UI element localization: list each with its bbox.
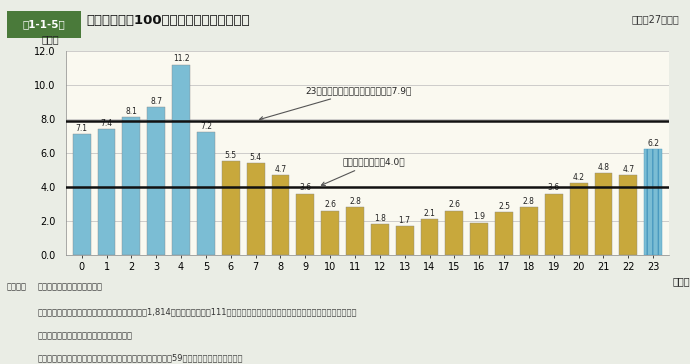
Bar [346, 207, 364, 255]
Bar [620, 175, 638, 255]
Text: 2.1: 2.1 [424, 209, 435, 218]
Text: 1.8: 1.8 [374, 214, 386, 223]
Bar [247, 163, 264, 255]
Text: 5.4: 5.4 [250, 153, 262, 162]
Bar [122, 117, 140, 255]
Bar [221, 161, 239, 255]
Text: 7.4: 7.4 [101, 119, 112, 128]
Text: 3.6: 3.6 [299, 183, 311, 192]
Text: 2.8: 2.8 [349, 197, 361, 206]
Text: 5.5: 5.5 [225, 151, 237, 160]
Text: １　「火災報告」により作成: １ 「火災報告」により作成 [38, 282, 103, 291]
Text: 4.7: 4.7 [622, 165, 634, 174]
Bar [471, 222, 489, 255]
Bar [495, 212, 513, 255]
Text: 6.2: 6.2 [647, 139, 659, 148]
Text: ２　各時間帯の数値は、出火時刻が不明の火災（1,814件）による死者（111人）を除く集計結果。「全時間帯の平均」は、出火時刻が: ２ 各時間帯の数値は、出火時刻が不明の火災（1,814件）による死者（111人）… [38, 308, 357, 317]
Text: 4.7: 4.7 [275, 165, 286, 174]
Text: 8.1: 8.1 [126, 107, 137, 116]
Text: 2.6: 2.6 [448, 200, 460, 209]
Text: （人）: （人） [41, 34, 59, 44]
Text: （備考）: （備考） [7, 282, 27, 291]
Text: 全時間帯の平均：4.0人: 全時間帯の平均：4.0人 [322, 158, 405, 185]
Bar [570, 183, 588, 255]
Bar [396, 226, 413, 255]
Text: （時刻）: （時刻） [673, 277, 690, 286]
Text: （平成27年中）: （平成27年中） [632, 15, 680, 24]
Text: 4.2: 4.2 [573, 173, 584, 182]
Bar [297, 194, 314, 255]
Text: 7.2: 7.2 [200, 122, 212, 131]
Bar [197, 132, 215, 255]
Bar [545, 194, 563, 255]
Text: 2.6: 2.6 [324, 200, 336, 209]
Bar [272, 175, 289, 255]
Text: 時間帯別火災100件当たりの死者発生状況: 時間帯別火災100件当たりの死者発生状況 [86, 13, 250, 27]
Text: 11.2: 11.2 [172, 54, 189, 63]
Text: ３　例えば、時間帯の「０」は、出火時刻が０時０分～０時59分の間であることを示す。: ３ 例えば、時間帯の「０」は、出火時刻が０時０分～０時59分の間であることを示す… [38, 353, 244, 362]
Bar [147, 107, 165, 255]
Bar [595, 173, 613, 255]
Text: 不明である火災による死者を含む平均: 不明である火災による死者を含む平均 [38, 331, 133, 340]
Bar [446, 211, 463, 255]
Text: 1.7: 1.7 [399, 215, 411, 225]
Bar [644, 150, 662, 255]
Text: 第1-1-5図: 第1-1-5図 [23, 20, 66, 29]
Text: 3.6: 3.6 [548, 183, 560, 192]
Bar [421, 219, 438, 255]
Bar [371, 224, 388, 255]
Bar [322, 211, 339, 255]
Text: 7.1: 7.1 [76, 124, 88, 133]
Text: 8.7: 8.7 [150, 97, 162, 106]
Text: 1.9: 1.9 [473, 212, 485, 221]
Bar [172, 64, 190, 255]
Bar [97, 129, 115, 255]
Text: 4.8: 4.8 [598, 163, 609, 172]
Bar [72, 134, 90, 255]
Text: 23時～翌朝５時の時間帯の平均：7.9人: 23時～翌朝５時の時間帯の平均：7.9人 [259, 86, 412, 120]
Bar [520, 207, 538, 255]
Text: 2.5: 2.5 [498, 202, 510, 211]
Text: 2.8: 2.8 [523, 197, 535, 206]
